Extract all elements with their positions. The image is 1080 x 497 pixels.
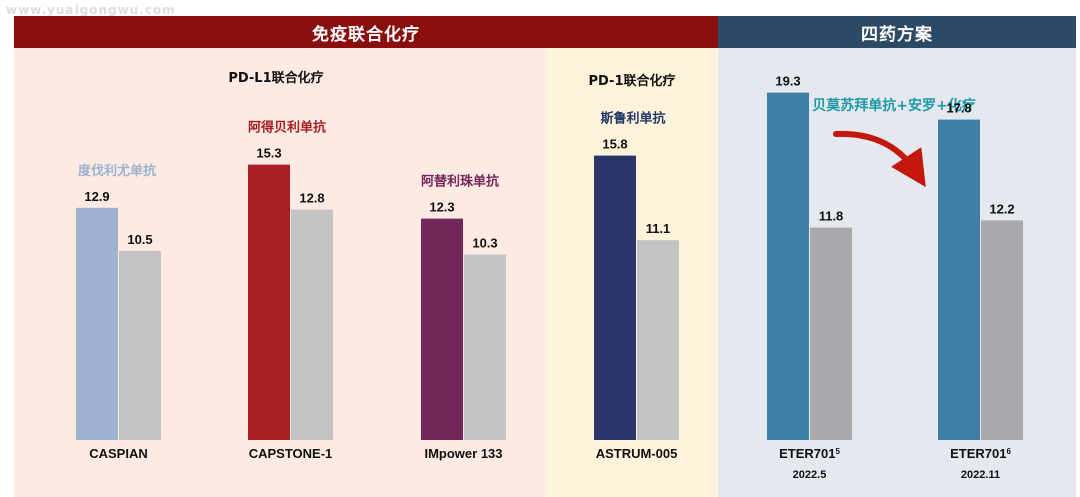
control-bar	[119, 251, 161, 440]
date-label: 2022.11	[961, 469, 1000, 481]
control-value-label: 10.5	[127, 232, 152, 247]
four-drug-regimen-label: 贝莫苏拜单抗+安罗+化疗	[812, 97, 975, 114]
category-label: ETER7016	[950, 446, 1011, 461]
reference-superscript: 5	[835, 447, 840, 456]
category-label: CASPIAN	[89, 446, 148, 461]
treatment-value-label: 19.3	[775, 74, 800, 89]
control-bar	[464, 254, 506, 440]
control-value-label: 11.8	[819, 209, 844, 224]
date-label: 2022.5	[793, 469, 827, 481]
pd1-group-label: PD-1联合化疗	[588, 73, 675, 89]
treatment-bar	[248, 164, 290, 440]
watermark: www.yuaigongwu.com	[6, 3, 176, 17]
category-name: IMpower 133	[424, 446, 502, 461]
drug-name-label: 阿替利珠单抗	[421, 174, 499, 190]
treatment-bar	[767, 92, 809, 440]
category-name: CAPSTONE-1	[249, 446, 333, 461]
treatment-value-label: 12.3	[429, 200, 454, 215]
treatment-value-label: 15.8	[602, 137, 627, 152]
treatment-value-label: 17.8	[946, 101, 971, 116]
category-label: IMpower 133	[424, 446, 502, 461]
category-label: CAPSTONE-1	[249, 446, 333, 461]
category-label: ASTRUM-005	[596, 446, 678, 461]
control-value-label: 12.8	[299, 191, 324, 206]
control-value-label: 12.2	[989, 201, 1014, 216]
treatment-value-label: 12.9	[84, 189, 109, 204]
four-drug-header: 四药方案	[718, 16, 1076, 48]
treatment-bar	[594, 155, 636, 440]
category-name: ASTRUM-005	[596, 446, 678, 461]
reference-superscript: 6	[1006, 447, 1011, 456]
control-bar	[981, 220, 1023, 440]
bars-layer: 12.9 10.5 CASPIAN 度伐利尤单抗 15.3 12.8 CAPSTONE-1 阿…	[76, 74, 1023, 481]
drug-name-label: 度伐利尤单抗	[78, 163, 156, 179]
control-bar	[291, 209, 333, 440]
pdl1-group-label: PD-L1联合化疗	[228, 70, 323, 86]
category-name: CASPIAN	[89, 446, 148, 461]
treatment-bar	[421, 218, 463, 440]
treatment-value-label: 15.3	[256, 146, 281, 161]
arrow-icon	[833, 130, 926, 188]
drug-name-label: 阿得贝利单抗	[248, 120, 326, 136]
control-bar	[637, 240, 679, 440]
immunochemo-header: 免疫联合化疗	[14, 16, 718, 48]
category-name: ETER701	[950, 446, 1006, 461]
category-label: ETER7015	[779, 446, 840, 461]
control-value-label: 10.3	[472, 236, 497, 251]
control-value-label: 11.1	[646, 221, 671, 236]
category-name: ETER701	[779, 446, 835, 461]
control-bar	[810, 227, 852, 440]
drug-name-label: 斯鲁利单抗	[600, 111, 665, 127]
treatment-bar	[76, 207, 118, 440]
treatment-bar	[938, 119, 980, 440]
